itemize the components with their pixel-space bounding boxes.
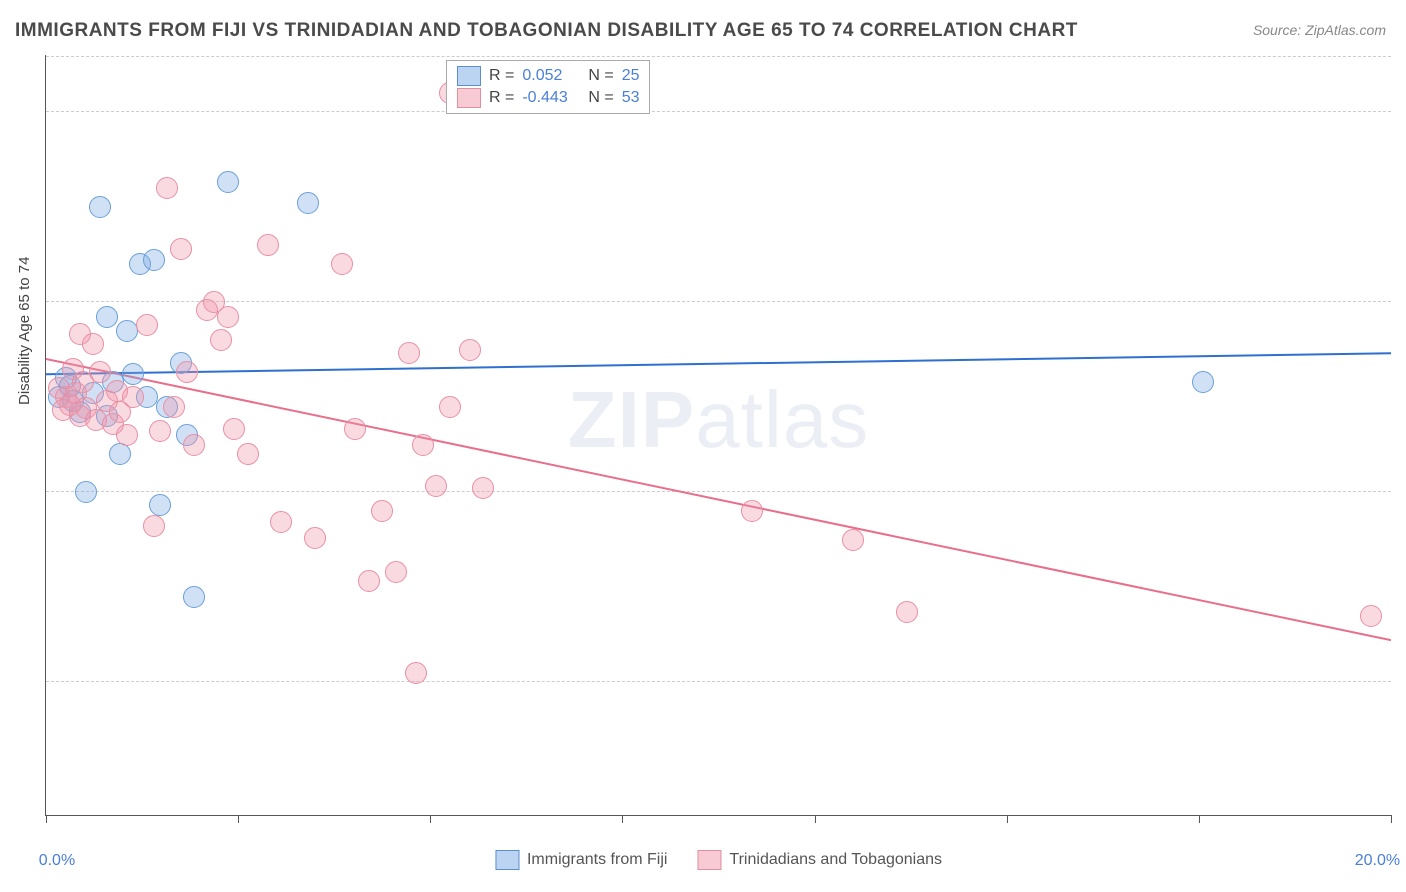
scatter-point [89, 361, 111, 383]
scatter-point [405, 662, 427, 684]
scatter-point [149, 420, 171, 442]
scatter-point [116, 424, 138, 446]
trend-line [46, 359, 1391, 640]
legend-label-blue: Immigrants from Fiji [527, 851, 667, 869]
scatter-point [122, 386, 144, 408]
y-tick-label: 30.0% [1401, 293, 1406, 311]
n-value-pink: 53 [622, 89, 640, 107]
scatter-point [297, 192, 319, 214]
y-tick-label: 10.0% [1401, 673, 1406, 691]
swatch-blue [457, 66, 481, 86]
gridline [46, 111, 1391, 112]
x-tick [430, 815, 431, 823]
r-value-blue: 0.052 [522, 67, 580, 85]
scatter-point [1192, 371, 1214, 393]
scatter-point [1360, 605, 1382, 627]
trend-line [46, 353, 1391, 374]
scatter-point [149, 494, 171, 516]
scatter-point [344, 418, 366, 440]
scatter-point [217, 171, 239, 193]
n-label: N = [588, 67, 613, 85]
x-tick [1199, 815, 1200, 823]
scatter-point [412, 434, 434, 456]
scatter-point [398, 342, 420, 364]
scatter-point [472, 477, 494, 499]
scatter-point [143, 249, 165, 271]
gridline [46, 681, 1391, 682]
n-label: N = [588, 89, 613, 107]
scatter-point [270, 511, 292, 533]
scatter-point [109, 443, 131, 465]
y-tick-label: 40.0% [1401, 103, 1406, 121]
scatter-point [122, 363, 144, 385]
scatter-point [459, 339, 481, 361]
swatch-pink [457, 88, 481, 108]
scatter-point [183, 434, 205, 456]
legend-label-pink: Trinidadians and Tobagonians [729, 851, 942, 869]
n-value-blue: 25 [622, 67, 640, 85]
scatter-point [210, 329, 232, 351]
scatter-point [163, 396, 185, 418]
r-value-pink: -0.443 [522, 89, 580, 107]
scatter-point [217, 306, 239, 328]
x-tick [815, 815, 816, 823]
correlation-legend: R = 0.052 N = 25 R = -0.443 N = 53 [446, 60, 650, 114]
x-tick-label: 0.0% [39, 852, 75, 870]
scatter-point [143, 515, 165, 537]
source-attribution: Source: ZipAtlas.com [1253, 22, 1386, 38]
series-legend: Immigrants from Fiji Trinidadians and To… [495, 850, 942, 870]
gridline [46, 491, 1391, 492]
x-tick [622, 815, 623, 823]
scatter-point [52, 399, 74, 421]
scatter-point [89, 196, 111, 218]
legend-row-pink: R = -0.443 N = 53 [457, 87, 639, 109]
x-tick-label: 20.0% [1355, 852, 1400, 870]
scatter-point [156, 177, 178, 199]
watermark: ZIPatlas [568, 374, 869, 466]
r-label: R = [489, 67, 514, 85]
watermark-rest: atlas [695, 375, 869, 464]
scatter-point [176, 361, 198, 383]
scatter-point [69, 323, 91, 345]
r-label: R = [489, 89, 514, 107]
scatter-point [304, 527, 326, 549]
scatter-point [116, 320, 138, 342]
y-axis-label: Disability Age 65 to 74 [16, 257, 33, 405]
legend-item-pink: Trinidadians and Tobagonians [697, 850, 942, 870]
scatter-point [371, 500, 393, 522]
chart-title: IMMIGRANTS FROM FIJI VS TRINIDADIAN AND … [15, 20, 1078, 42]
scatter-point [237, 443, 259, 465]
trend-lines [46, 55, 1391, 815]
scatter-point [842, 529, 864, 551]
scatter-point [385, 561, 407, 583]
x-tick [46, 815, 47, 823]
scatter-point [896, 601, 918, 623]
x-tick [1391, 815, 1392, 823]
legend-item-blue: Immigrants from Fiji [495, 850, 667, 870]
scatter-point [75, 481, 97, 503]
scatter-point [358, 570, 380, 592]
scatter-point [257, 234, 279, 256]
scatter-point [170, 238, 192, 260]
scatter-point [223, 418, 245, 440]
scatter-point [96, 306, 118, 328]
scatter-point [183, 586, 205, 608]
scatter-point [741, 500, 763, 522]
x-tick [238, 815, 239, 823]
x-tick [1007, 815, 1008, 823]
swatch-blue [495, 850, 519, 870]
scatter-point [425, 475, 447, 497]
gridline [46, 56, 1391, 57]
y-tick-label: 20.0% [1401, 483, 1406, 501]
gridline [46, 301, 1391, 302]
scatter-point [331, 253, 353, 275]
legend-row-blue: R = 0.052 N = 25 [457, 65, 639, 87]
scatter-point [136, 314, 158, 336]
swatch-pink [697, 850, 721, 870]
watermark-bold: ZIP [568, 375, 695, 464]
scatter-point [439, 396, 461, 418]
chart-plot-area: Disability Age 65 to 74 ZIPatlas 10.0%20… [45, 55, 1391, 816]
